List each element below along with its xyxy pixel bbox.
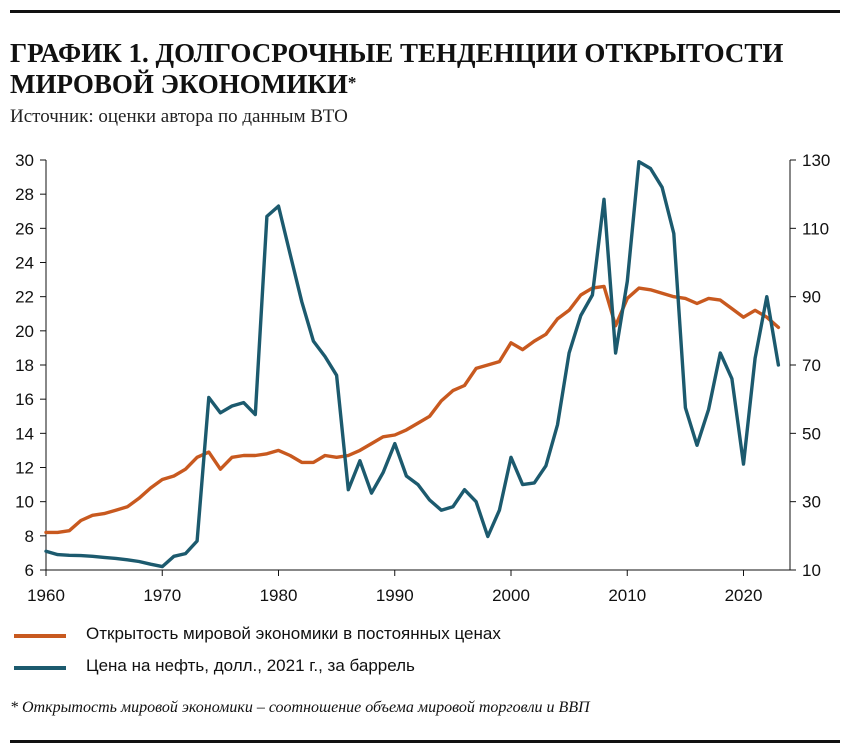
y-left-tick-label: 26 [15,219,34,238]
x-tick-label: 1990 [376,586,414,605]
series-layer [44,159,781,569]
y-left-tick-label: 10 [15,493,34,512]
y-left-tick-label: 24 [15,254,34,273]
y-right-tick-label: 130 [802,151,830,170]
y-left-tick-label: 12 [15,459,34,478]
y-left-tick-label: 14 [15,424,34,443]
openness-line [44,284,781,535]
chart-title-footnote-mark: * [347,73,357,92]
chart-title-text: ГРАФИК 1. ДОЛГОСРОЧНЫЕ ТЕНДЕНЦИИ ОТКРЫТО… [10,38,784,99]
axes: 6 8 10 12 14 16 18 20 22 24 26 28 30 10 30 50 70 90 110 130… [15,151,830,605]
footnote: * Открытость мировой экономики – соотнош… [10,699,590,716]
legend-swatch-openness [14,634,66,638]
y-right-tick-label: 10 [802,561,821,580]
x-tick-label: 2020 [725,586,763,605]
x-tick-label: 2000 [492,586,530,605]
y-right-tick-label: 50 [802,424,821,443]
oil-price-line [44,159,781,569]
y-left-tick-label: 16 [15,390,34,409]
y-left-tick-label: 28 [15,185,34,204]
dual-axis-line-chart: 6 8 10 12 14 16 18 20 22 24 26 28 30 10 30 50 70 90 110 130… [15,151,830,605]
y-left-tick-label: 30 [15,151,34,170]
bottom-rule [10,740,840,743]
legend-label-oil-price: Цена на нефть, долл., 2021 г., за баррел… [86,656,415,675]
x-tick-label: 1960 [27,586,65,605]
chart-title: ГРАФИК 1. ДОЛГОСРОЧНЫЕ ТЕНДЕНЦИИ ОТКРЫТО… [10,38,830,100]
y-left-tick-label: 22 [15,288,34,307]
y-left-tick-label: 20 [15,322,34,341]
legend-label-openness: Открытость мировой экономики в постоянны… [86,624,501,643]
legend-swatch-oil-price [14,666,66,670]
x-tick-label: 1970 [143,586,181,605]
y-right-tick-label: 70 [802,356,821,375]
y-right-tick-label: 30 [802,493,821,512]
top-rule [10,10,840,13]
y-right-tick-label: 90 [802,288,821,307]
x-tick-label: 2010 [608,586,646,605]
chart-source: Источник: оценки автора по данным ВТО [10,106,348,127]
x-tick-label: 1980 [260,586,298,605]
y-left-tick-label: 6 [25,561,34,580]
y-right-tick-label: 110 [802,219,829,238]
y-left-tick-label: 18 [15,356,34,375]
y-left-tick-label: 8 [25,527,34,546]
